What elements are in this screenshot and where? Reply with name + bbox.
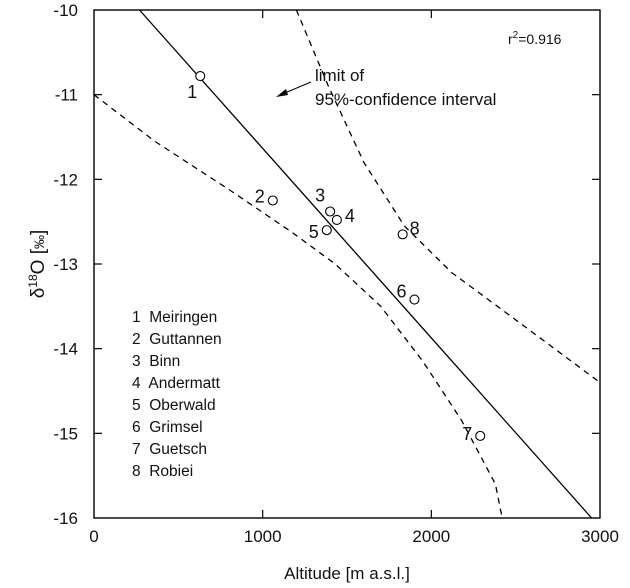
y-label-main: O [ [28,248,49,274]
ci-upper-line [295,9,601,384]
data-point-3 [325,206,336,217]
annotation-line-1: limit of [315,66,364,85]
x-tick-label: 0 [89,527,98,546]
x-tick-label: 2000 [412,527,450,546]
data-point-6 [409,294,420,305]
y-label-delta: δ [28,288,49,299]
ci-lower-line [93,94,503,519]
legend-item: 5 Oberwald [132,397,216,414]
x-axis-label: Altitude [m a.s.l.] [284,564,410,583]
annotation-arrowhead [276,89,288,97]
legend-item: 8 Robiei [132,463,193,480]
data-point-label-2: 2 [255,187,265,207]
data-point-8 [397,229,408,240]
y-tick-label: -13 [53,255,78,274]
data-point-5 [321,225,332,236]
x-tick-label: 3000 [581,527,619,546]
data-point-label-3: 3 [315,186,325,206]
data-point-label-1: 1 [187,82,197,102]
regression-line [139,9,593,519]
legend-item: 4 Andermatt [132,375,221,392]
x-tick-label: 1000 [244,527,282,546]
tick-labels: 0 1000 2000 3000 -10 -11 -12 -13 -14 -15 -16 [53,1,618,546]
data-points: 1 2 34 5 6 7 8 [187,70,486,444]
r2-prefix: r [508,31,513,47]
legend: 1 Meiringen 2 Guttannen 3 Binn 4 Andermatt 5… [132,309,222,480]
r-squared-label: r2=0.916 [508,30,562,47]
annotation-line-2: 95%-confidence interval [315,90,496,109]
y-tick-label: -12 [53,170,78,189]
y-tick-label: -10 [53,1,78,20]
data-point-label-5: 5 [309,222,319,242]
r2-sup: 2 [513,30,519,41]
curves [93,9,601,519]
y-label-permil: ‰ [31,235,47,249]
y-label-close: ] [28,230,49,235]
axis-ticks [94,10,600,518]
y-tick-label: -11 [55,86,78,105]
data-point-1 [195,70,206,82]
y-tick-label: -16 [53,509,78,528]
y-tick-label: -14 [53,340,78,359]
r2-value: =0.916 [518,31,561,47]
legend-item: 1 Meiringen [132,309,217,326]
data-point-4 [331,214,342,226]
data-point-label-7: 7 [462,424,472,444]
data-point-label-8: 8 [410,218,420,238]
legend-item: 3 Binn [132,353,180,370]
y-tick-label: -15 [53,424,78,443]
data-point-2 [267,195,278,206]
plot-frame [93,9,601,519]
data-point-label-4: 4 [345,206,355,226]
legend-item: 2 Guttannen [132,331,222,348]
data-point-label-6: 6 [396,282,406,302]
data-point-7 [475,430,486,441]
legend-item: 6 Grimsel [132,419,203,436]
y-label-sup: 18 [26,274,40,288]
y-axis-label: δ18O [‰] [26,230,49,299]
legend-item: 7 Guetsch [132,441,207,458]
